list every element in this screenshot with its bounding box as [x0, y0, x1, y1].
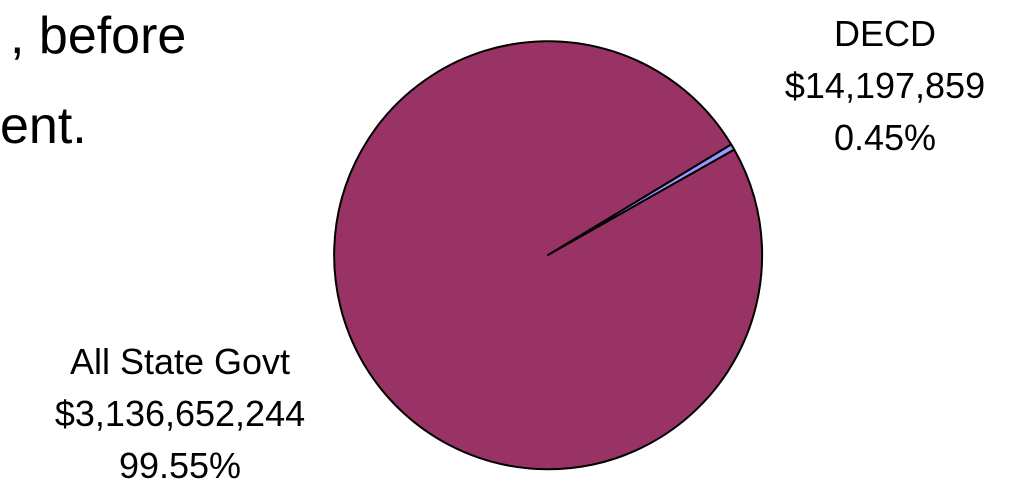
slide-text-line-1: , before [10, 7, 187, 65]
pie-label-all-state-govt: All State Govt $3,136,652,244 99.55% [0, 336, 360, 492]
pie-label-decd: DECD $14,197,859 0.45% [745, 8, 1025, 164]
pie-label-all-state-govt-name: All State Govt [69, 341, 291, 382]
pie-label-all-state-govt-value: $3,136,652,244 [54, 393, 306, 434]
pie-label-decd-value: $14,197,859 [784, 65, 986, 106]
pie-label-decd-percent: 0.45% [833, 117, 937, 158]
slide-text-line-2: ent. [0, 97, 87, 155]
pie-label-decd-name: DECD [833, 13, 936, 54]
pie-label-all-state-govt-percent: 99.55% [118, 445, 242, 486]
slide-body-text: , before ent. [0, 0, 186, 192]
pie-slice-all-state-govt [333, 40, 764, 471]
